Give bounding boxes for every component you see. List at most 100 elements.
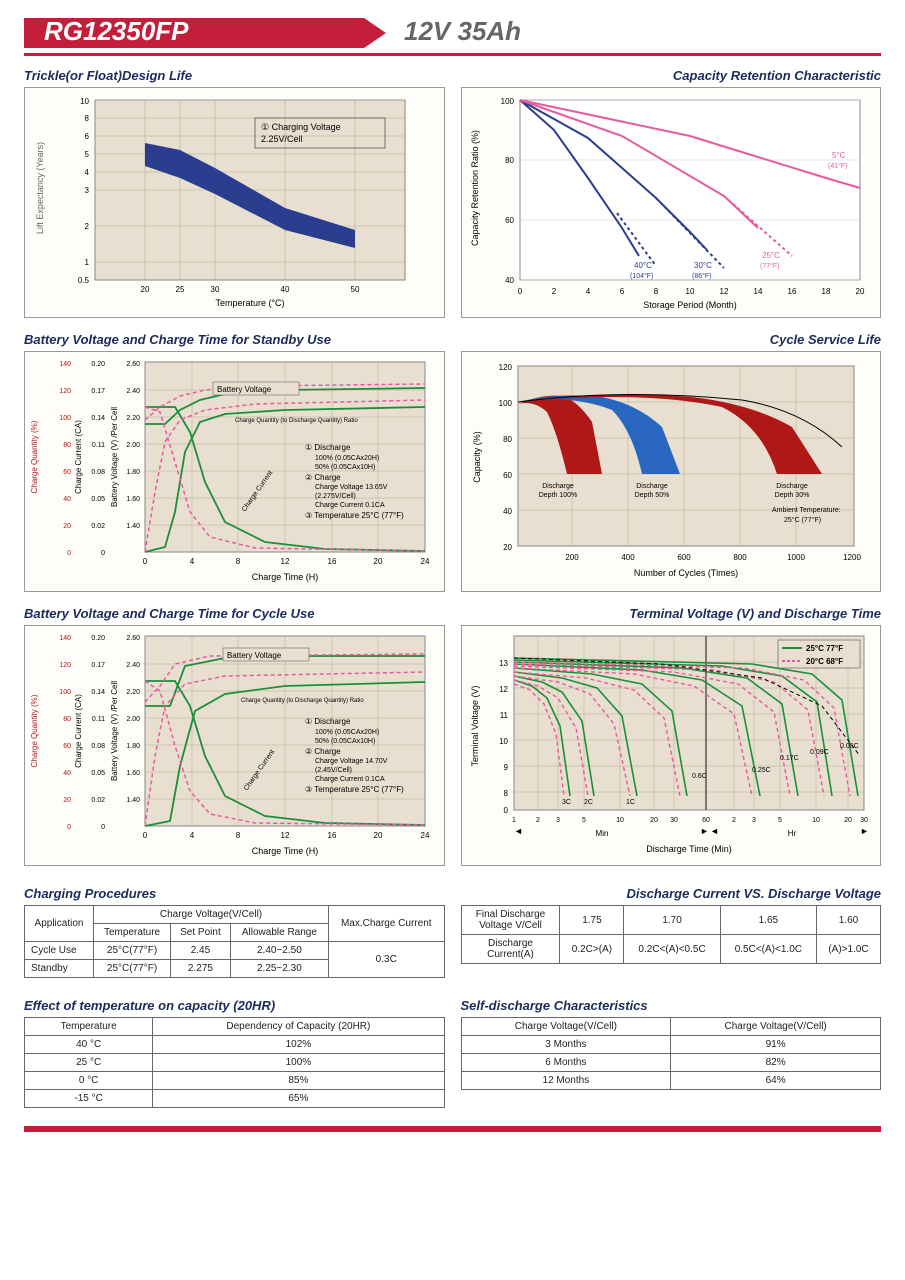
svg-text:10: 10 — [80, 97, 89, 106]
svg-text:Storage Period (Month): Storage Period (Month) — [643, 300, 737, 310]
svg-text:Depth 50%: Depth 50% — [634, 492, 669, 499]
table-title: Effect of temperature on capacity (20HR) — [24, 998, 445, 1013]
svg-text:20: 20 — [374, 831, 383, 840]
svg-text:② Charge: ② Charge — [305, 747, 341, 756]
svg-text:Battery Voltage: Battery Voltage — [217, 385, 272, 394]
svg-text:③ Temperature 25°C (77°F): ③ Temperature 25°C (77°F) — [305, 511, 404, 520]
svg-text:Charge Current (CA): Charge Current (CA) — [74, 694, 83, 768]
svg-text:3C: 3C — [562, 799, 571, 806]
svg-text:1200: 1200 — [843, 553, 861, 562]
svg-text:3: 3 — [556, 817, 560, 824]
svg-text:2.40: 2.40 — [126, 388, 140, 395]
svg-text:2.00: 2.00 — [126, 716, 140, 723]
svg-text:2.60: 2.60 — [126, 361, 140, 368]
terminal-voltage-chart: 25°C 77°F 20°C 68°F 3C2C1C 0.6C0.25C 0.1… — [461, 625, 882, 866]
svg-text:Battery Voltage (V) /Per Cell: Battery Voltage (V) /Per Cell — [110, 681, 119, 781]
svg-text:Depth 100%: Depth 100% — [538, 492, 577, 499]
svg-text:20°C 68°F: 20°C 68°F — [806, 657, 843, 666]
svg-text:25: 25 — [176, 285, 185, 294]
svg-text:Battery Voltage: Battery Voltage — [227, 651, 282, 660]
svg-text:2.20: 2.20 — [126, 415, 140, 422]
svg-text:1C: 1C — [626, 799, 635, 806]
svg-text:5°C: 5°C — [832, 151, 846, 160]
svg-text:5: 5 — [85, 150, 90, 159]
svg-text:80: 80 — [503, 435, 512, 444]
svg-text:1.40: 1.40 — [126, 523, 140, 530]
svg-text:Capacity Retention Ratio (%): Capacity Retention Ratio (%) — [470, 130, 480, 246]
svg-text:600: 600 — [677, 553, 691, 562]
footer-rule — [24, 1126, 881, 1132]
svg-text:80: 80 — [63, 442, 71, 449]
header: RG12350FP 12V 35Ah — [24, 12, 881, 56]
svg-text:Charge Time (H): Charge Time (H) — [252, 572, 319, 582]
svg-text:Temperature (°C): Temperature (°C) — [215, 298, 284, 308]
svg-text:30°C: 30°C — [694, 261, 712, 270]
self-discharge-table: Charge Voltage(V/Cell)Charge Voltage(V/C… — [461, 1017, 882, 1090]
svg-text:1: 1 — [512, 817, 516, 824]
svg-text:24: 24 — [421, 831, 430, 840]
svg-text:60: 60 — [63, 469, 71, 476]
svg-text:Charge Voltage 13.65V: Charge Voltage 13.65V — [315, 484, 388, 491]
svg-text:(41°F): (41°F) — [828, 162, 848, 170]
svg-text:60: 60 — [505, 216, 514, 225]
svg-text:120: 120 — [59, 388, 71, 395]
svg-text:Lift Expectancy (Years): Lift Expectancy (Years) — [35, 142, 45, 234]
svg-text:60: 60 — [702, 817, 710, 824]
chart-title: Capacity Retention Characteristic — [461, 68, 882, 83]
svg-text:◄: ◄ — [710, 826, 719, 836]
svg-text:30: 30 — [670, 817, 678, 824]
svg-text:20: 20 — [141, 285, 150, 294]
svg-text:Charge Time (H): Charge Time (H) — [252, 846, 319, 856]
trickle-life-chart: ① Charging Voltage 2.25V/Cell 10 8 6 5 4… — [24, 87, 445, 318]
svg-text:8: 8 — [236, 831, 241, 840]
cycle-charge-chart: Battery Voltage Charge Quantity (to Disc… — [24, 625, 445, 866]
svg-text:30: 30 — [860, 817, 868, 824]
svg-text:Depth 30%: Depth 30% — [774, 492, 809, 499]
svg-text:0.20: 0.20 — [91, 361, 105, 368]
svg-text:8: 8 — [653, 287, 658, 296]
svg-text:50: 50 — [351, 285, 360, 294]
svg-text:2.60: 2.60 — [126, 635, 140, 642]
svg-text:1.40: 1.40 — [126, 797, 140, 804]
svg-text:5: 5 — [582, 817, 586, 824]
svg-text:20: 20 — [63, 523, 71, 530]
svg-text:16: 16 — [328, 557, 337, 566]
svg-text:20: 20 — [503, 543, 512, 552]
svg-text:18: 18 — [821, 287, 830, 296]
svg-text:Charge Current (CA): Charge Current (CA) — [74, 420, 83, 494]
svg-text:100% (0.05CAx20H): 100% (0.05CAx20H) — [315, 455, 379, 462]
svg-text:0.14: 0.14 — [91, 415, 105, 422]
svg-text:0: 0 — [517, 287, 522, 296]
svg-text:4: 4 — [190, 557, 195, 566]
svg-text:(86°F): (86°F) — [692, 272, 712, 280]
svg-text:40°C: 40°C — [634, 261, 652, 270]
svg-text:200: 200 — [565, 553, 579, 562]
svg-text:③ Temperature 25°C (77°F): ③ Temperature 25°C (77°F) — [305, 785, 404, 794]
svg-text:13: 13 — [499, 659, 508, 668]
svg-text:25°C: 25°C — [762, 251, 780, 260]
svg-text:0.09C: 0.09C — [810, 749, 829, 756]
svg-text:② Charge: ② Charge — [305, 473, 341, 482]
svg-text:10: 10 — [685, 287, 694, 296]
svg-text:1: 1 — [85, 258, 90, 267]
svg-text:3: 3 — [85, 186, 90, 195]
svg-text:60: 60 — [63, 743, 71, 750]
svg-text:0.05: 0.05 — [91, 770, 105, 777]
svg-text:40: 40 — [281, 285, 290, 294]
svg-text:0: 0 — [67, 550, 71, 557]
svg-text:400: 400 — [621, 553, 635, 562]
svg-text:0.02: 0.02 — [91, 523, 105, 530]
svg-text:Hr: Hr — [787, 829, 796, 838]
svg-text:20: 20 — [650, 817, 658, 824]
svg-text:0.11: 0.11 — [92, 716, 105, 723]
svg-text:(77°F): (77°F) — [760, 262, 780, 270]
chart-title: Trickle(or Float)Design Life — [24, 68, 445, 83]
svg-text:100% (0.05CAx20H): 100% (0.05CAx20H) — [315, 729, 379, 736]
svg-text:8: 8 — [503, 789, 508, 798]
svg-text:4: 4 — [85, 168, 90, 177]
svg-text:0.20: 0.20 — [91, 635, 105, 642]
svg-text:14: 14 — [753, 287, 762, 296]
standby-charge-chart: Battery Voltage Charge Quantity (to Disc… — [24, 351, 445, 592]
svg-text:20: 20 — [374, 557, 383, 566]
svg-text:25°C 77°F: 25°C 77°F — [806, 644, 843, 653]
